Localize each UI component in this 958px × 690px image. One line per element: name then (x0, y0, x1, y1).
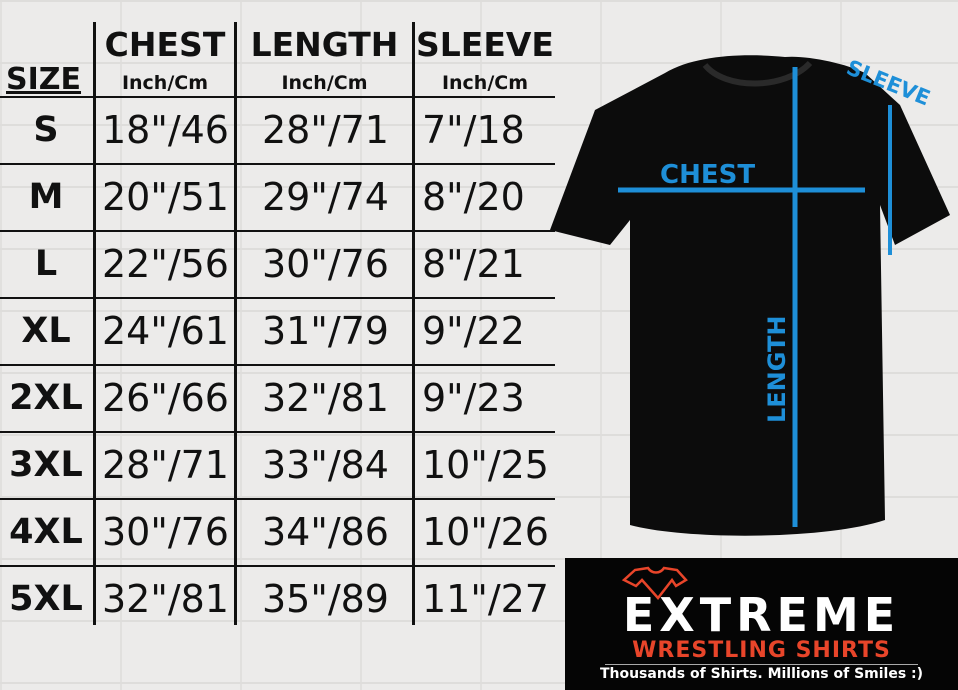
chest-unit: Inch/Cm (121, 72, 209, 94)
logo-name: EXTREME (622, 588, 901, 642)
tshirt-logo-icon (621, 566, 688, 600)
size-chart-table: SIZE CHEST LENGTH SLEEVE Inch/Cm Inch/Cm… (0, 22, 560, 632)
size-cell: 5XL (9, 579, 83, 619)
table-row: L 22"/56 30"/76 8"/21 (0, 231, 560, 297)
length-unit: Inch/Cm (281, 72, 368, 94)
chest-cell: 28"/71 (102, 443, 229, 487)
length-cell: 28"/71 (262, 108, 389, 152)
row-divider (0, 498, 555, 500)
table-row: XL 24"/61 31"/79 9"/22 (0, 298, 560, 364)
chest-cell: 22"/56 (102, 242, 229, 286)
logo-subtitle: WRESTLING SHIRTS (632, 638, 891, 663)
chest-label: CHEST (660, 160, 755, 190)
length-cell: 31"/79 (262, 309, 389, 353)
size-cell: XL (21, 311, 71, 351)
length-cell: 30"/76 (262, 242, 389, 286)
sleeve-cell: 10"/26 (422, 510, 549, 554)
column-divider (93, 22, 96, 625)
table-row: 4XL 30"/76 34"/86 10"/26 (0, 499, 560, 565)
chest-cell: 20"/51 (102, 175, 229, 219)
row-divider (0, 163, 555, 165)
size-header: SIZE (6, 62, 82, 97)
header-divider (0, 96, 555, 98)
sleeve-cell: 9"/23 (422, 376, 525, 420)
size-cell: S (33, 110, 59, 150)
column-divider (234, 22, 237, 625)
table-row: 2XL 26"/66 32"/81 9"/23 (0, 365, 560, 431)
length-cell: 29"/74 (262, 175, 389, 219)
size-cell: 3XL (9, 445, 83, 485)
length-cell: 32"/81 (262, 376, 389, 420)
tshirt-collar (702, 60, 813, 87)
tshirt-diagram: CHEST LENGTH SLEEVE (550, 55, 950, 536)
tshirt-shape (550, 55, 950, 536)
length-label: LENGTH (763, 315, 791, 423)
chest-cell: 26"/66 (102, 376, 229, 420)
length-header: LENGTH (250, 25, 399, 64)
length-cell: 33"/84 (262, 443, 389, 487)
row-divider (0, 230, 555, 232)
row-divider (0, 565, 555, 567)
chest-cell: 24"/61 (102, 309, 229, 353)
chest-cell: 32"/81 (102, 577, 229, 621)
sleeve-cell: 11"/27 (422, 577, 549, 621)
length-cell: 34"/86 (262, 510, 389, 554)
row-divider (0, 297, 555, 299)
row-divider (0, 431, 555, 433)
chest-header: CHEST (104, 25, 226, 64)
table-row: S 18"/46 28"/71 7"/18 (0, 97, 560, 163)
sleeve-cell: 10"/25 (422, 443, 549, 487)
length-cell: 35"/89 (262, 577, 389, 621)
table-row: 5XL 32"/81 35"/89 11"/27 (0, 566, 560, 632)
sleeve-cell: 8"/21 (422, 242, 525, 286)
size-cell: L (34, 244, 58, 284)
chest-cell: 18"/46 (102, 108, 229, 152)
column-divider (412, 22, 415, 625)
chest-cell: 30"/76 (102, 510, 229, 554)
table-row: M 20"/51 29"/74 8"/20 (0, 164, 560, 230)
sleeve-cell: 8"/20 (422, 175, 525, 219)
sleeve-unit: Inch/Cm (441, 72, 529, 94)
sleeve-cell: 9"/22 (422, 309, 525, 353)
brand-logo: EXTREME WRESTLING SHIRTS Thousands of Sh… (565, 558, 958, 690)
sleeve-cell: 7"/18 (422, 108, 525, 152)
sleeve-header: SLEEVE (416, 25, 554, 64)
size-cell: M (28, 177, 64, 217)
size-cell: 2XL (9, 378, 83, 418)
logo-divider (605, 664, 918, 665)
logo-tagline: Thousands of Shirts. Millions of Smiles … (599, 666, 924, 682)
table-row: 3XL 28"/71 33"/84 10"/25 (0, 432, 560, 498)
row-divider (0, 364, 555, 366)
size-cell: 4XL (9, 512, 83, 552)
